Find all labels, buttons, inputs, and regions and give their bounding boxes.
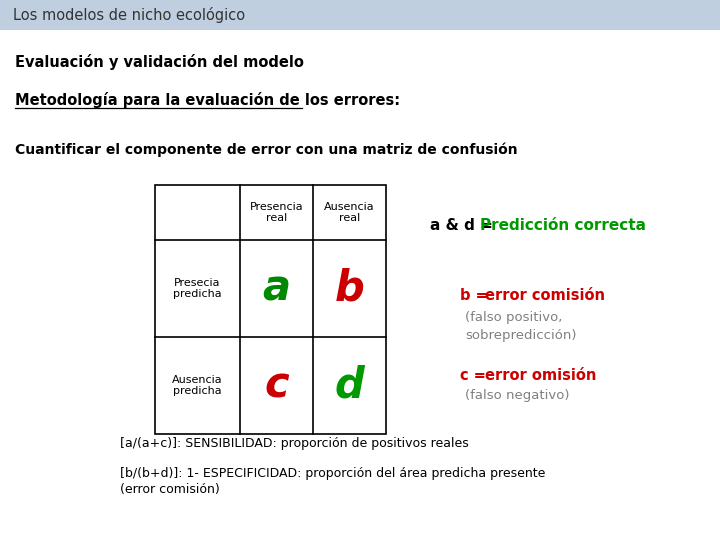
Text: error comisión: error comisión — [485, 287, 605, 302]
Text: Presecia
predicha: Presecia predicha — [174, 278, 222, 299]
Text: d: d — [335, 364, 364, 407]
Text: Cuantificar el componente de error con una matriz de confusión: Cuantificar el componente de error con u… — [15, 143, 518, 157]
Text: c =: c = — [460, 368, 491, 382]
Text: (falso negativo): (falso negativo) — [465, 388, 570, 402]
Text: c: c — [264, 364, 289, 407]
Text: Presencia
real: Presencia real — [250, 202, 303, 224]
Text: a: a — [262, 267, 291, 309]
Text: (falso positivo,: (falso positivo, — [465, 312, 562, 325]
Text: error omisión: error omisión — [485, 368, 596, 382]
Text: sobrepredicción): sobrepredicción) — [465, 329, 577, 342]
Text: [a/(a+c)]: SENSIBILIDAD: proporción de positivos reales: [a/(a+c)]: SENSIBILIDAD: proporción de p… — [120, 436, 469, 449]
Text: Predicción correcta: Predicción correcta — [480, 218, 646, 233]
Text: Ausencia
predicha: Ausencia predicha — [172, 375, 222, 396]
Text: Evaluación y validación del modelo: Evaluación y validación del modelo — [15, 54, 304, 70]
Text: Metodología para la evaluación de los errores:: Metodología para la evaluación de los er… — [15, 92, 400, 108]
Text: b: b — [335, 267, 364, 309]
Text: b =: b = — [460, 287, 493, 302]
Text: (error comisión): (error comisión) — [120, 483, 220, 496]
Text: a & d =: a & d = — [430, 218, 498, 233]
Text: Ausencia
real: Ausencia real — [324, 202, 375, 224]
Text: [b/(b+d)]: 1- ESPECIFICIDAD: proporción del área predicha presente: [b/(b+d)]: 1- ESPECIFICIDAD: proporción … — [120, 467, 545, 480]
Text: Los modelos de nicho ecológico: Los modelos de nicho ecológico — [13, 7, 245, 23]
